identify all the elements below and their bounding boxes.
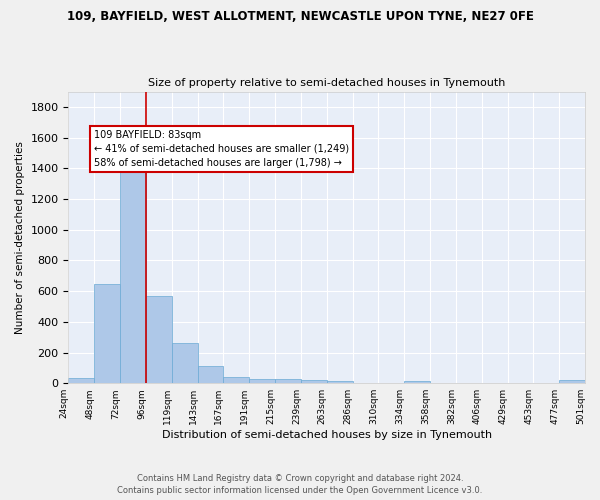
X-axis label: Distribution of semi-detached houses by size in Tynemouth: Distribution of semi-detached houses by … (161, 430, 492, 440)
Bar (94, 284, 120, 383)
Bar (172, 342, 197, 383)
Bar (120, 170, 146, 383)
Bar (146, 296, 172, 383)
Bar (404, 381, 430, 383)
Bar (197, 366, 223, 383)
Text: 109, BAYFIELD, WEST ALLOTMENT, NEWCASTLE UPON TYNE, NE27 0FE: 109, BAYFIELD, WEST ALLOTMENT, NEWCASTLE… (67, 10, 533, 23)
Text: Contains HM Land Registry data © Crown copyright and database right 2024.
Contai: Contains HM Land Registry data © Crown c… (118, 474, 482, 495)
Bar (68, 378, 94, 383)
Y-axis label: Number of semi-detached properties: Number of semi-detached properties (15, 141, 25, 334)
Bar (223, 377, 249, 383)
Bar (275, 380, 301, 383)
Bar (301, 380, 327, 383)
Text: 109 BAYFIELD: 83sqm
← 41% of semi-detached houses are smaller (1,249)
58% of sem: 109 BAYFIELD: 83sqm ← 41% of semi-detach… (94, 130, 349, 168)
Bar (249, 378, 275, 383)
Bar (327, 381, 353, 383)
Title: Size of property relative to semi-detached houses in Tynemouth: Size of property relative to semi-detach… (148, 78, 505, 88)
Bar (559, 380, 585, 383)
